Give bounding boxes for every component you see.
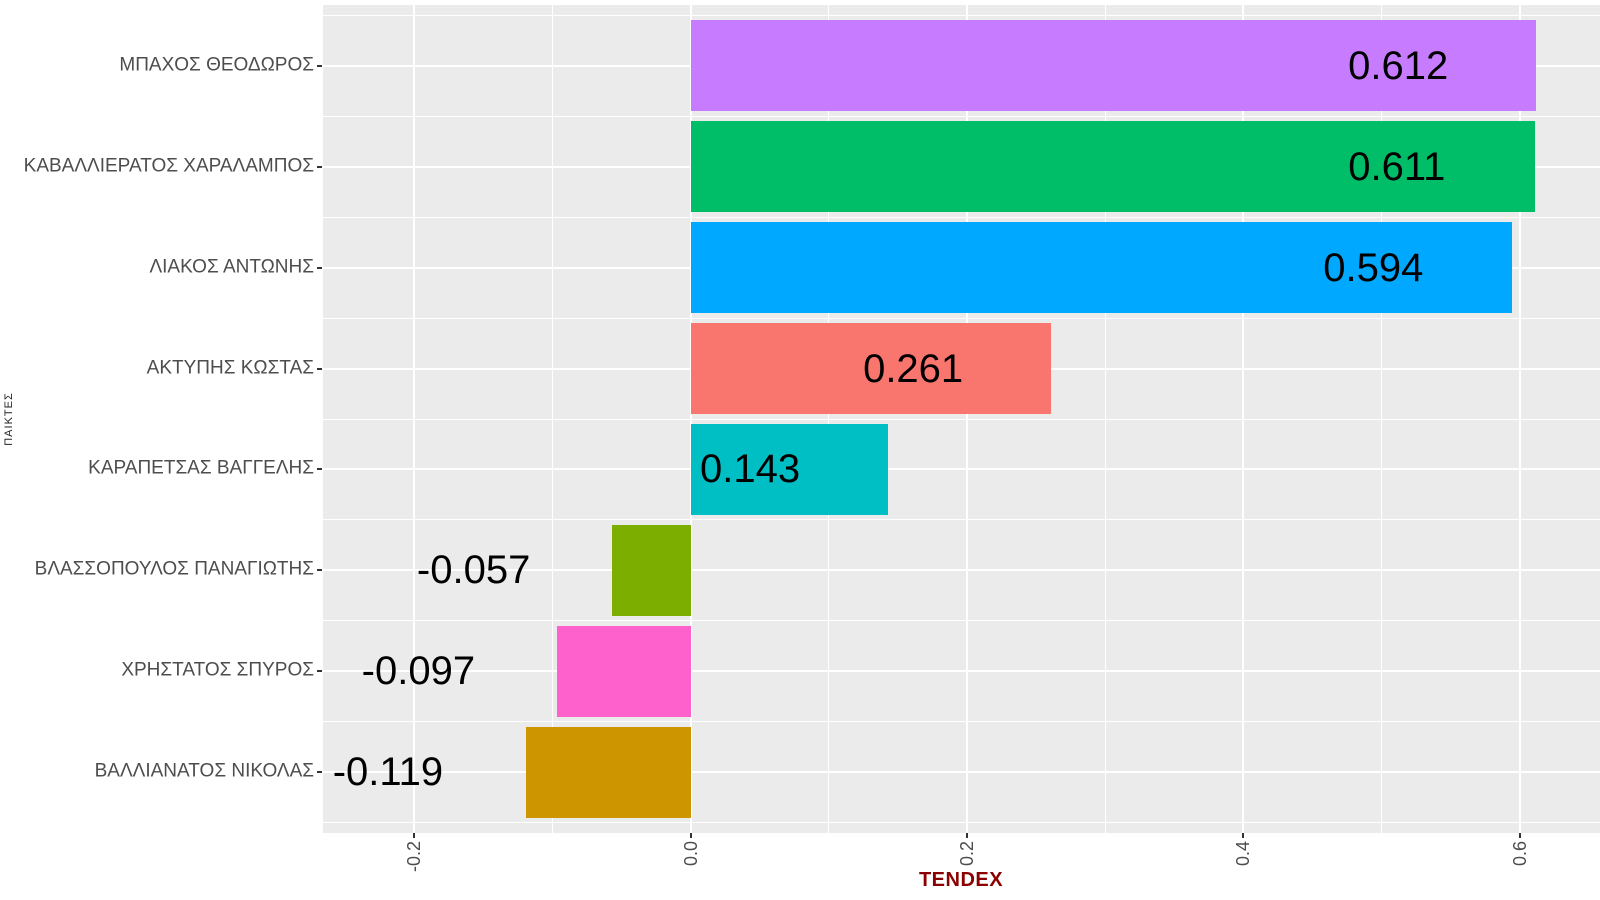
bar bbox=[556, 626, 691, 717]
bar bbox=[611, 525, 691, 616]
gridline-vertical-major bbox=[689, 5, 692, 833]
x-axis-tick-mark bbox=[1518, 833, 1521, 838]
y-axis-tick-mark bbox=[317, 569, 322, 572]
bar bbox=[526, 726, 691, 818]
y-axis-tick-mark bbox=[317, 771, 322, 774]
y-axis-label: ΚΑΡΑΠΕΤΣΑΣ ΒΑΓΓΕΛΗΣ bbox=[88, 458, 314, 480]
gridline-horizontal-major bbox=[323, 569, 1600, 572]
gridline-horizontal-minor bbox=[323, 317, 1600, 319]
y-axis-tick-mark bbox=[317, 670, 322, 673]
bar-value-label: 0.261 bbox=[863, 346, 964, 391]
bar-value-label: 0.611 bbox=[1348, 144, 1446, 189]
x-axis-tick-mark bbox=[413, 833, 416, 838]
bar-value-label: 0.612 bbox=[1348, 43, 1449, 88]
y-axis-tick-mark bbox=[317, 468, 322, 471]
y-axis-tick-mark bbox=[317, 367, 322, 370]
y-axis-tick-mark bbox=[317, 266, 322, 269]
gridline-vertical-major bbox=[1518, 5, 1521, 833]
y-axis-tick-mark bbox=[317, 64, 322, 67]
y-axis-title: ΠΑΙΚΤΕΣ bbox=[3, 392, 15, 446]
gridline-horizontal-minor bbox=[323, 721, 1600, 723]
gridline-horizontal-minor bbox=[323, 620, 1600, 622]
y-axis-label: ΒΑΛΛΙΑΝΑΤΟΣ ΝΙΚΟΛΑΣ bbox=[94, 760, 314, 782]
x-axis-title: TENDEX bbox=[918, 869, 1004, 891]
gridline-horizontal-minor bbox=[323, 14, 1600, 16]
y-axis-label: ΒΛΑΣΣΟΠΟΥΛΟΣ ΠΑΝΑΓΙΩΤΗΣ bbox=[34, 559, 314, 581]
gridline-horizontal-major bbox=[323, 771, 1600, 774]
x-axis-tick-label: 0.2 bbox=[957, 841, 978, 867]
x-axis-tick-label: 0.0 bbox=[680, 841, 701, 867]
gridline-horizontal-minor bbox=[323, 418, 1600, 420]
gridline-horizontal-minor bbox=[323, 822, 1600, 824]
y-axis-tick-mark bbox=[317, 165, 322, 168]
y-axis-label: ΛΙΑΚΟΣ ΑΝΤΩΝΗΣ bbox=[149, 256, 314, 278]
x-axis-tick-label: -0.2 bbox=[404, 841, 425, 873]
bar-value-label: -0.119 bbox=[332, 750, 444, 795]
bar bbox=[690, 121, 1536, 212]
gridline-horizontal-minor bbox=[323, 519, 1600, 521]
x-axis-tick-mark bbox=[689, 833, 692, 838]
x-axis-tick-label: 0.6 bbox=[1509, 841, 1530, 867]
bar-value-label: -0.097 bbox=[361, 649, 476, 694]
gridline-vertical-major bbox=[966, 5, 969, 833]
gridline-vertical-major bbox=[1242, 5, 1245, 833]
bar-value-label: 0.594 bbox=[1323, 245, 1424, 290]
gridline-horizontal-minor bbox=[323, 216, 1600, 218]
bar bbox=[690, 323, 1052, 414]
gridline-vertical-major bbox=[413, 5, 416, 833]
bar-value-label: 0.143 bbox=[699, 447, 801, 492]
gridline-horizontal-major bbox=[323, 670, 1600, 673]
x-axis-tick-label: 0.4 bbox=[1233, 841, 1254, 867]
gridline-horizontal-major bbox=[323, 468, 1600, 471]
bar bbox=[690, 222, 1512, 313]
bar bbox=[690, 20, 1537, 112]
x-axis-tick-mark bbox=[1242, 833, 1245, 838]
y-axis-label: ΑΚΤΥΠΗΣ ΚΩΣΤΑΣ bbox=[146, 357, 314, 379]
bar bbox=[690, 424, 889, 515]
bar-value-label: -0.057 bbox=[416, 548, 531, 593]
y-axis-label: ΧΡΗΣΤΑΤΟΣ ΣΠΥΡΟΣ bbox=[121, 659, 314, 681]
y-axis-label: ΚΑΒΑΛΛΙΕΡΑΤΟΣ ΧΑΡΑΛΑΜΠΟΣ bbox=[23, 155, 314, 177]
y-axis-label: ΜΠΑΧΟΣ ΘΕΟΔΩΡΟΣ bbox=[119, 54, 314, 76]
plot-panel: 0.612 0.611 0.594 0.261 0.143 -0.057 -0.097 -0.… bbox=[323, 5, 1600, 833]
x-axis-tick-mark bbox=[966, 833, 969, 838]
gridline-horizontal-minor bbox=[323, 115, 1600, 117]
